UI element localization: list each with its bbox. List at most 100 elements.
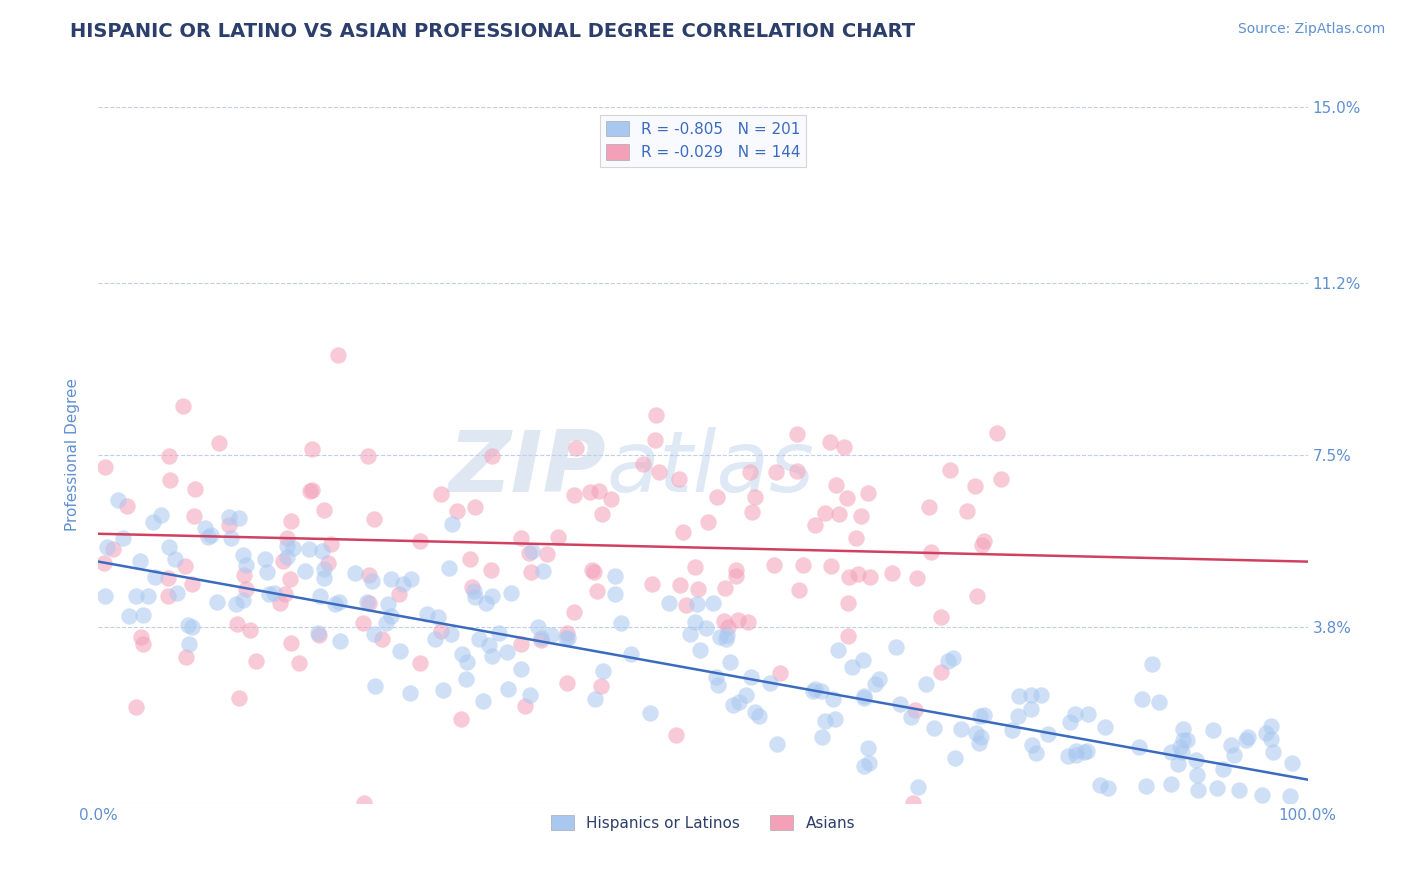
Hispanics or Latinos [509,662,531,676]
Hispanics or Latinos [232,548,254,562]
Hispanics or Latinos [1064,743,1087,757]
Hispanics or Latinos [194,520,217,534]
Hispanics or Latinos [914,677,936,691]
Asians [269,596,291,610]
Hispanics or Latinos [1170,740,1192,755]
Asians [409,534,432,549]
Asians [990,472,1012,486]
Asians [181,577,204,591]
Hispanics or Latinos [557,631,579,645]
Hispanics or Latinos [740,670,762,684]
Hispanics or Latinos [451,647,474,661]
Asians [129,631,152,645]
Asians [513,698,536,713]
Hispanics or Latinos [328,595,350,609]
Asians [359,596,381,610]
Hispanics or Latinos [440,516,463,531]
Hispanics or Latinos [401,572,423,586]
Hispanics or Latinos [852,653,875,667]
Asians [966,589,988,603]
Hispanics or Latinos [1031,688,1053,702]
Hispanics or Latinos [1227,783,1250,797]
Hispanics or Latinos [377,597,399,611]
Asians [555,626,578,640]
Hispanics or Latinos [112,531,135,545]
Hispanics or Latinos [311,543,333,558]
Asians [835,491,858,506]
Hispanics or Latinos [276,549,298,564]
Asians [519,565,541,579]
Asians [675,599,697,613]
Hispanics or Latinos [1171,745,1194,759]
Hispanics or Latinos [827,643,849,657]
Hispanics or Latinos [257,587,280,601]
Asians [280,572,302,586]
Asians [371,632,394,646]
Hispanics or Latinos [965,725,987,739]
Hispanics or Latinos [852,690,875,704]
Asians [115,499,138,513]
Asians [714,581,737,595]
Asians [464,500,486,515]
Hispanics or Latinos [481,589,503,603]
Hispanics or Latinos [1187,782,1209,797]
Asians [686,582,709,597]
Hispanics or Latinos [886,640,908,655]
Hispanics or Latinos [165,552,187,566]
Hispanics or Latinos [235,558,257,572]
Hispanics or Latinos [200,527,222,541]
Hispanics or Latinos [488,626,510,640]
Asians [834,440,856,454]
Hispanics or Latinos [824,712,846,726]
Hispanics or Latinos [716,628,738,642]
Hispanics or Latinos [180,620,202,634]
Hispanics or Latinos [1205,780,1227,795]
Asians [429,624,451,638]
Asians [173,558,195,573]
Asians [986,425,1008,440]
Asians [409,656,432,670]
Hispanics or Latinos [1160,746,1182,760]
Asians [669,578,692,592]
Hispanics or Latinos [1223,748,1246,763]
Asians [184,482,207,496]
Hispanics or Latinos [758,675,780,690]
Hispanics or Latinos [686,597,709,611]
Hispanics or Latinos [256,565,278,579]
Asians [837,628,859,642]
Asians [301,483,323,497]
Asians [929,609,952,624]
Asians [276,531,298,545]
Asians [235,582,257,596]
Asians [132,637,155,651]
Hispanics or Latinos [1094,720,1116,734]
Asians [450,712,472,726]
Hispanics or Latinos [415,607,437,622]
Hispanics or Latinos [609,616,631,631]
Asians [510,637,533,651]
Asians [738,466,761,480]
Hispanics or Latinos [1128,739,1150,754]
Asians [479,563,502,577]
Y-axis label: Professional Degree: Professional Degree [65,378,80,532]
Asians [672,525,695,540]
Hispanics or Latinos [478,638,501,652]
Hispanics or Latinos [1073,745,1095,759]
Hispanics or Latinos [689,642,711,657]
Asians [509,532,531,546]
Asians [157,590,180,604]
Hispanics or Latinos [499,586,522,600]
Hispanics or Latinos [1212,762,1234,776]
Hispanics or Latinos [205,595,228,609]
Asians [298,483,321,498]
Asians [353,796,375,810]
Hispanics or Latinos [1260,719,1282,733]
Asians [600,491,623,506]
Hispanics or Latinos [1025,746,1047,760]
Hispanics or Latinos [432,683,454,698]
Hispanics or Latinos [1036,727,1059,741]
Hispanics or Latinos [1140,657,1163,672]
Asians [536,547,558,561]
Asians [633,458,655,472]
Asians [353,616,375,631]
